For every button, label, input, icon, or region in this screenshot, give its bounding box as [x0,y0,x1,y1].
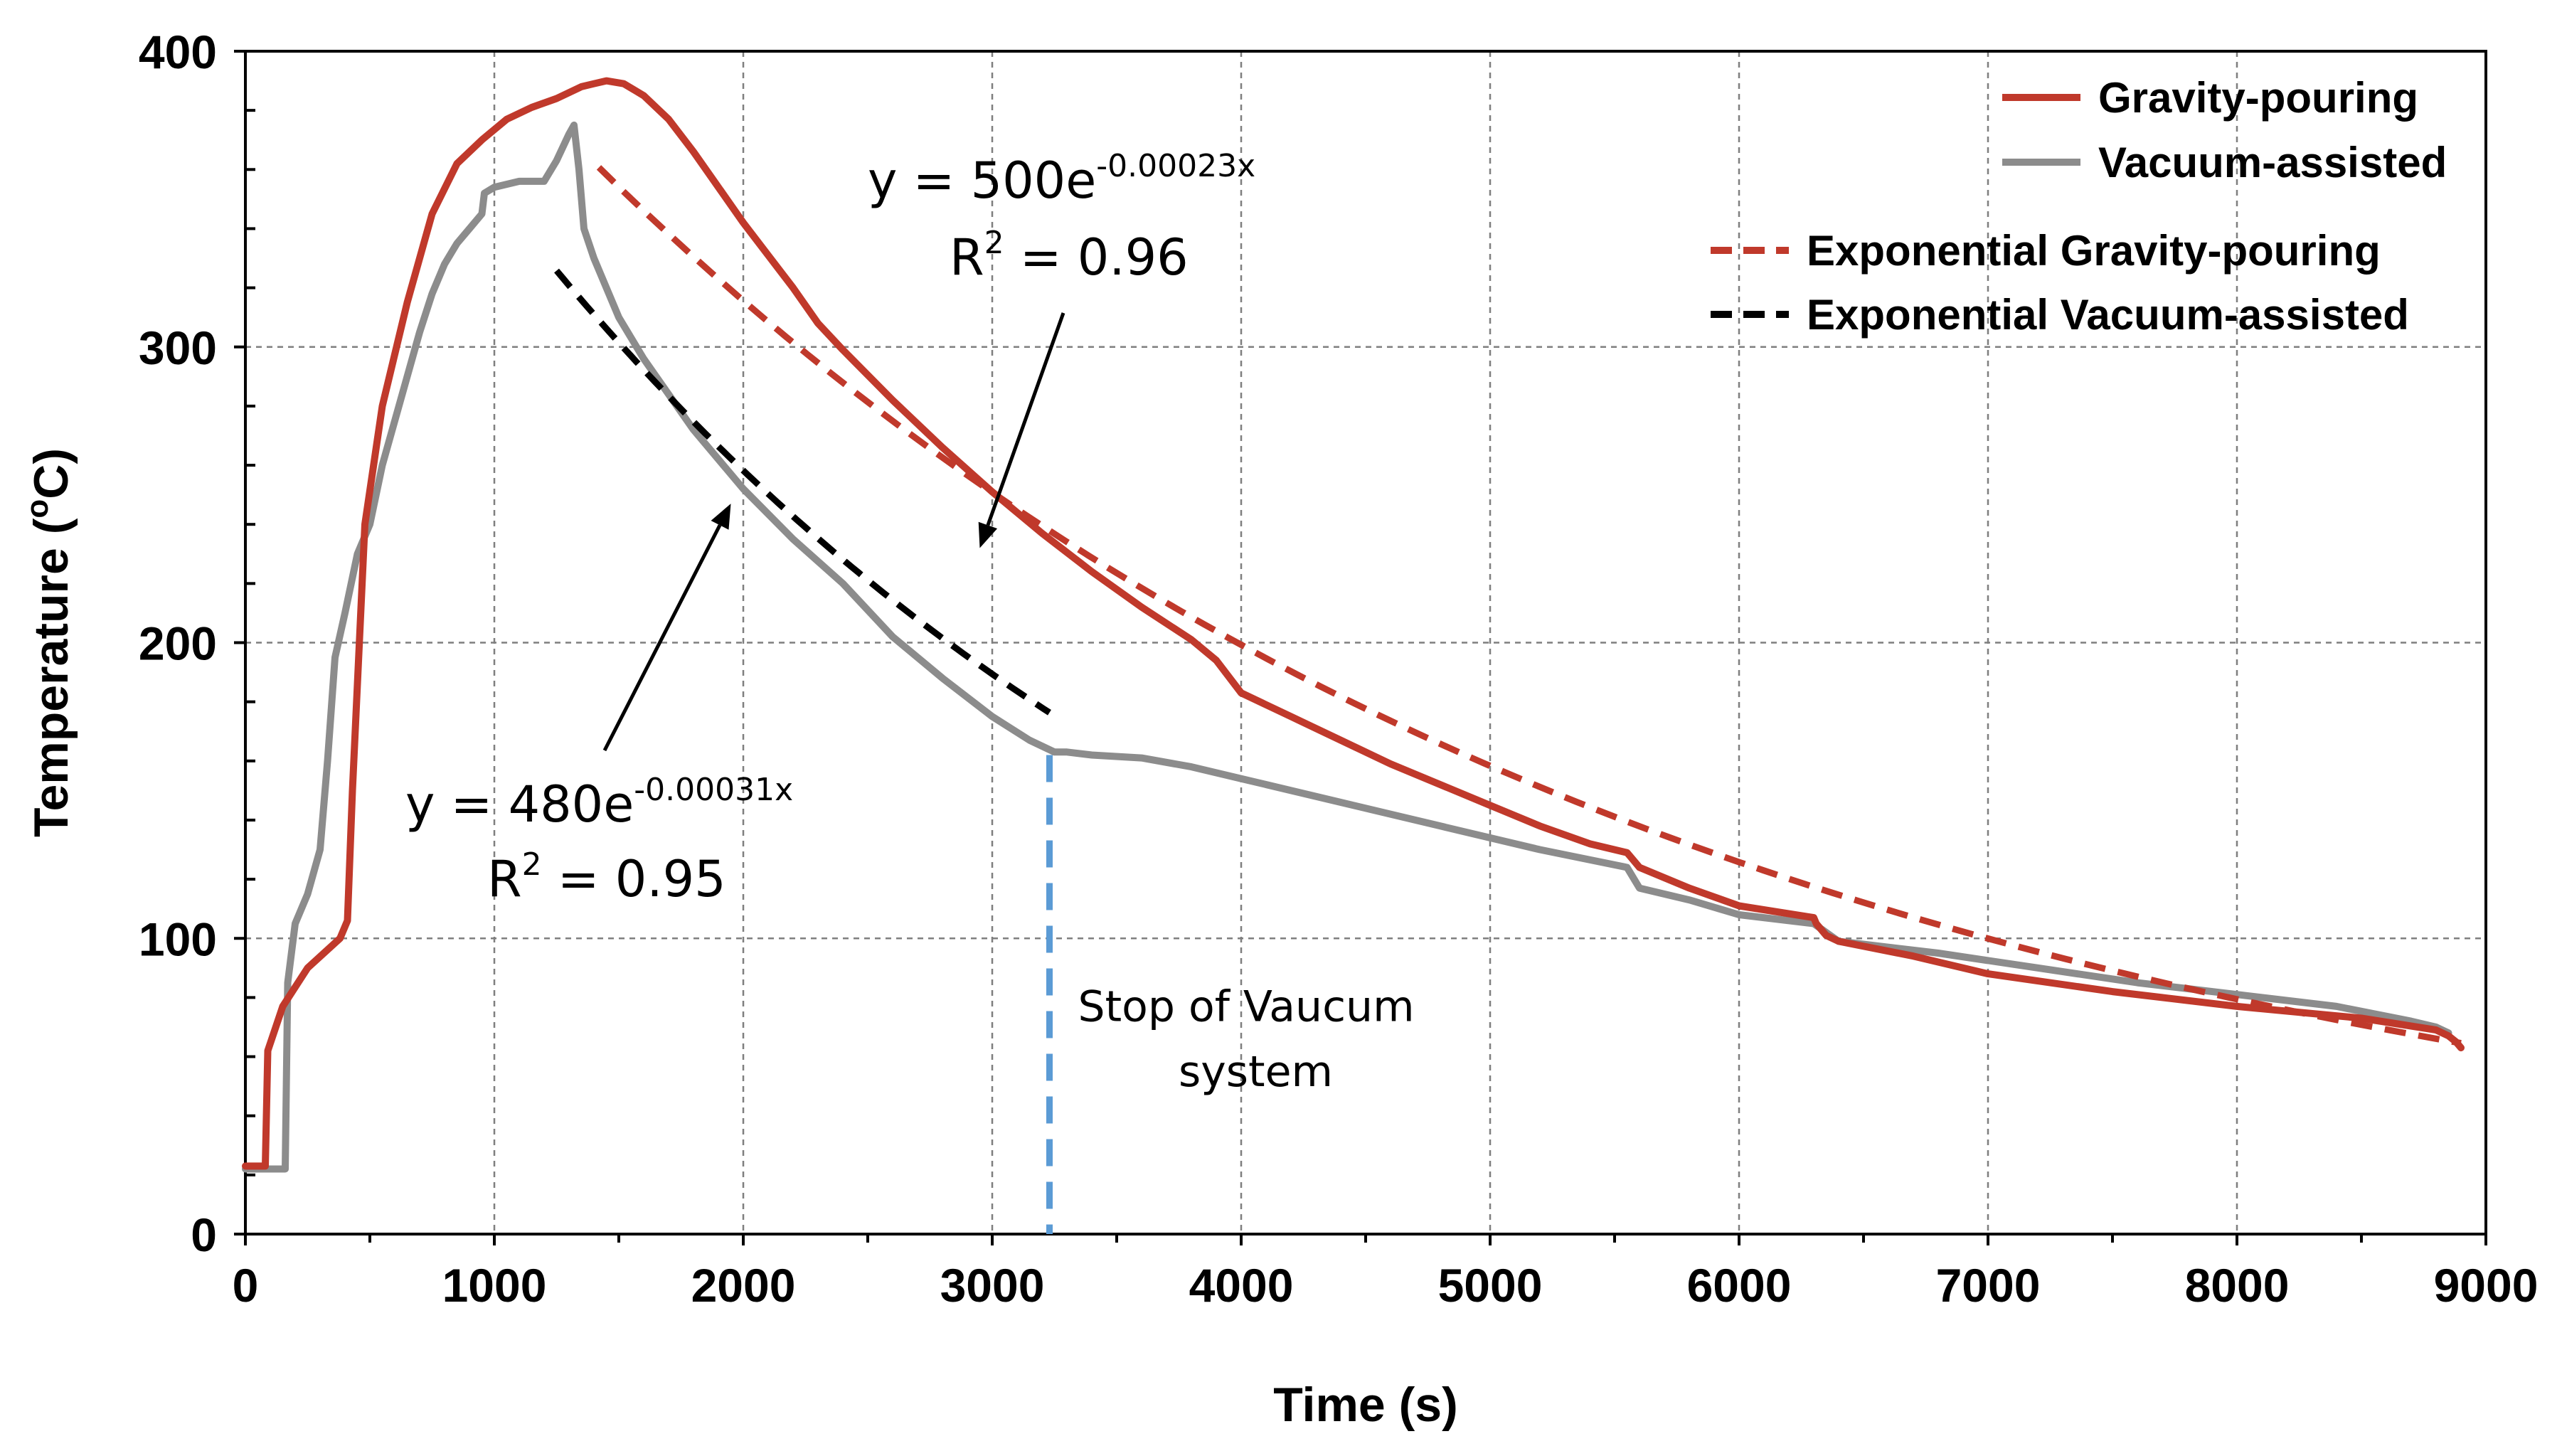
x-tick-label: 7000 [1936,1259,2041,1312]
x-tick-label: 0 [233,1259,259,1312]
grid-lines [245,51,2486,1234]
y-tick-label: 100 [139,913,217,965]
vacuum-arrowhead [711,504,731,530]
vacuum-r2-text: R2 = 0.95 [487,846,726,908]
series-line-exponential-vacuum-assisted [554,268,1051,716]
x-tick-label: 6000 [1687,1259,1792,1312]
y-axis-title: Temperature (oC) [20,448,78,837]
x-axis-ticks: 0 1000 2000 3000 4000 5000 6000 7000 8000 9000 [233,1234,2539,1312]
legend-gravity-pouring-label: Gravity-pouring [2098,74,2418,122]
y-tick-label: 300 [139,322,217,374]
x-axis-title: Time (s) [1273,1378,1457,1432]
gravity-arrowhead [978,521,998,548]
legend: Gravity-pouring Vacuum-assisted Exponentia… [1711,74,2447,339]
x-tick-label: 5000 [1438,1259,1543,1312]
x-tick-label: 3000 [940,1259,1045,1312]
legend-vacuum-assisted-label: Vacuum-assisted [2098,139,2447,186]
stop-vacuum-label-line1: Stop of Vaucum [1078,982,1415,1032]
y-axis-ticks: 0 100 200 300 400 [139,26,245,1261]
x-tick-label: 4000 [1189,1259,1294,1312]
x-tick-label: 9000 [2434,1259,2539,1312]
vacuum-equation-arrow [602,524,722,752]
x-tick-label: 1000 [442,1259,547,1312]
y-tick-label: 200 [139,617,217,670]
gravity-equation-text: y = 500e-0.00023x [868,148,1255,210]
vacuum-equation-text: y = 480e-0.00031x [405,772,793,834]
vacuum-fit-equation: y = 480e-0.00031x R2 = 0.95 [405,504,793,908]
gravity-equation-arrow [986,312,1065,526]
legend-exponential-gravity-pouring-label: Exponential Gravity-pouring [1807,227,2381,275]
y-tick-label: 0 [191,1208,217,1261]
x-tick-label: 2000 [691,1259,796,1312]
series-line-gravity-pouring [242,77,2465,1170]
y-tick-label: 400 [139,26,217,78]
series-layer [242,77,2465,1173]
gravity-fit-equation: y = 500e-0.00023x R2 = 0.96 [868,148,1255,548]
stop-vacuum-label-line2: system [1179,1047,1333,1097]
series-line-vacuum-assisted [242,121,2452,1173]
x-tick-label: 8000 [2185,1259,2290,1312]
gravity-r2-text: R2 = 0.96 [950,225,1189,287]
legend-exponential-vacuum-assisted-label: Exponential Vacuum-assisted [1807,291,2409,339]
